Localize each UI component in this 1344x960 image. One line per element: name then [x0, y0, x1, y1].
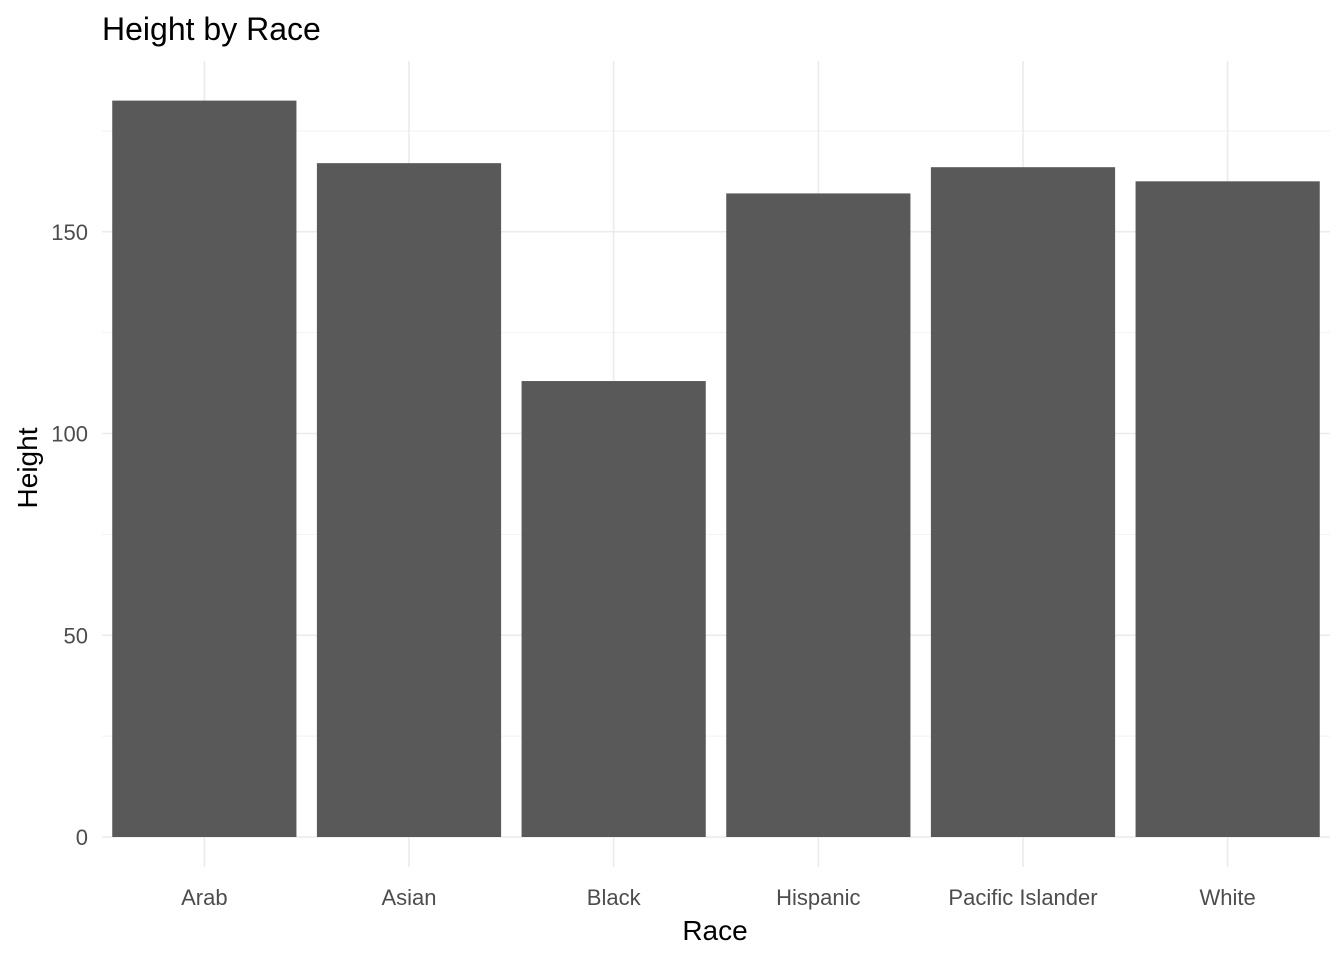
bar-asian — [316, 163, 502, 837]
y-axis-title: Height — [12, 427, 43, 508]
bar-black — [521, 381, 706, 837]
x-tick-label: Arab — [181, 885, 227, 910]
bar-pacific-islander — [930, 167, 1116, 837]
x-tick-label: Asian — [381, 885, 436, 910]
y-tick-label: 150 — [51, 220, 88, 245]
y-tick-label: 100 — [51, 422, 88, 447]
bars — [112, 100, 1320, 838]
x-tick-label: Black — [587, 885, 642, 910]
chart-title: Height by Race — [102, 11, 321, 47]
x-tick-label: White — [1200, 885, 1256, 910]
y-tick-label: 0 — [76, 825, 88, 850]
bar-arab — [112, 100, 297, 838]
y-axis-ticks: 0 50 100 150 — [51, 220, 88, 850]
x-tick-label: Hispanic — [776, 885, 860, 910]
bar-hispanic — [726, 193, 911, 838]
bar-white — [1135, 181, 1320, 837]
x-axis-title: Race — [682, 915, 747, 946]
x-tick-label: Pacific Islander — [948, 885, 1097, 910]
x-axis-ticks: Arab Asian Black Hispanic Pacific Islander Wh… — [181, 885, 1256, 910]
y-tick-label: 50 — [64, 623, 88, 648]
